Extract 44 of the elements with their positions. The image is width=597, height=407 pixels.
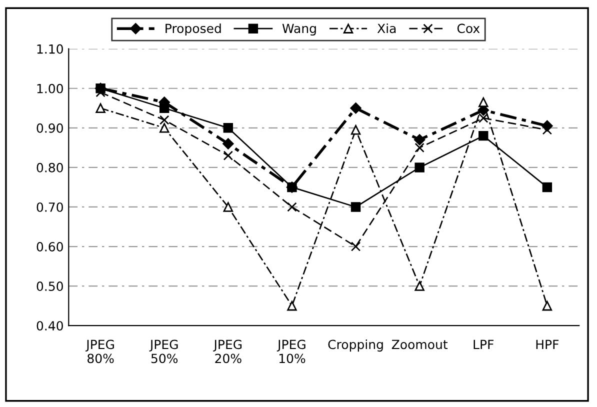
point [478,130,488,141]
x-tick-label: JPEG 50% [149,340,178,364]
point [478,97,488,108]
legend-label: Xia [377,23,396,34]
point [223,202,234,212]
y-tick-label: 0.70 [36,202,63,212]
point [287,202,297,212]
point [222,138,234,150]
y-tick-label: 1.00 [37,84,63,94]
x-tick-label: JPEG 20% [213,340,242,364]
y-tick-label: 0.90 [36,123,63,133]
x-tick-label: LPF [474,340,494,349]
point [223,150,234,160]
point [160,115,170,125]
point [414,142,424,153]
point [287,300,297,311]
x-tick-label: JPEG 80% [86,340,114,364]
x-tick-label: HPF [536,340,559,349]
point [478,113,488,123]
point [350,125,361,135]
point [350,102,362,114]
point [96,103,106,114]
y-tick-label: 0.80 [36,162,63,172]
point [414,281,424,291]
legend-label: Proposed [166,23,221,36]
point [542,182,552,192]
point [414,162,424,172]
x-tick-label: JPEG 10% [276,340,306,364]
point [287,182,297,192]
x-tick-label: Zoomout [392,340,448,350]
legend-label: Wang [282,24,316,36]
legend-label: Cox [457,24,480,34]
x-tick-label: Cropping [328,339,383,352]
point [223,123,234,133]
y-tick-label: 0.60 [36,242,63,252]
y-tick-label: 1.10 [37,44,63,54]
y-tick-label: 0.50 [36,282,63,291]
point [160,103,170,114]
point [414,134,426,146]
point [160,123,170,133]
point [542,300,552,311]
y-tick-label: 0.40 [36,321,63,331]
point [350,242,361,252]
point [350,202,361,212]
